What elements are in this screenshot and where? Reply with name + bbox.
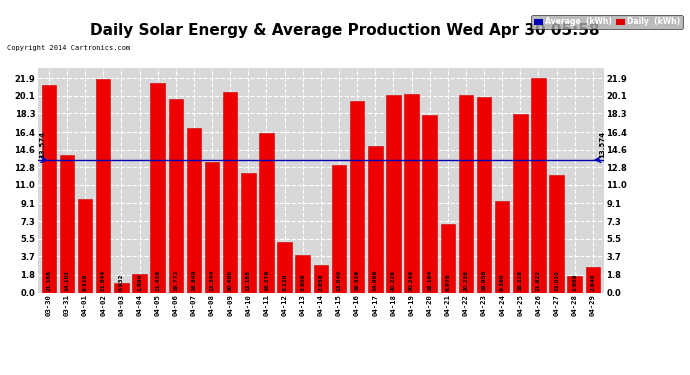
Bar	[223, 92, 237, 292]
Bar	[132, 274, 147, 292]
Bar	[368, 146, 382, 292]
Bar	[567, 276, 582, 292]
Text: 0.932: 0.932	[119, 274, 124, 291]
Text: Daily Solar Energy & Average Production Wed Apr 30 05:58: Daily Solar Energy & Average Production …	[90, 22, 600, 38]
Text: Copyright 2014 Cartronics.com: Copyright 2014 Cartronics.com	[7, 45, 130, 51]
Bar	[459, 94, 473, 292]
Text: 20.480: 20.480	[228, 270, 233, 291]
Bar	[295, 255, 310, 292]
Text: 2.640: 2.640	[591, 274, 595, 291]
Bar	[404, 94, 419, 292]
Text: 9.360: 9.360	[500, 273, 504, 291]
Text: 19.956: 19.956	[482, 270, 486, 291]
Bar	[313, 264, 328, 292]
Text: 13.574: 13.574	[599, 131, 605, 158]
Text: 13.040: 13.040	[337, 270, 342, 291]
Bar	[531, 78, 546, 292]
Text: 12.188: 12.188	[246, 270, 250, 291]
Bar	[350, 102, 364, 292]
Bar	[477, 97, 491, 292]
Text: 21.188: 21.188	[46, 270, 51, 291]
Text: 18.228: 18.228	[518, 270, 523, 291]
Text: 20.236: 20.236	[464, 270, 469, 291]
Legend: Average  (kWh), Daily  (kWh): Average (kWh), Daily (kWh)	[531, 15, 682, 28]
Text: 1.668: 1.668	[572, 273, 578, 291]
Text: 13.344: 13.344	[210, 270, 215, 291]
Bar	[586, 267, 600, 292]
Bar	[259, 133, 274, 292]
Bar	[205, 162, 219, 292]
Bar	[386, 94, 401, 292]
Bar	[187, 128, 201, 292]
Text: 9.518: 9.518	[83, 273, 88, 291]
Text: 16.848: 16.848	[191, 270, 197, 291]
Bar	[332, 165, 346, 292]
Bar	[549, 175, 564, 292]
Text: 6.976: 6.976	[445, 273, 451, 291]
Text: 21.438: 21.438	[155, 270, 160, 291]
Bar	[495, 201, 509, 292]
Bar	[422, 114, 437, 292]
Text: 1.890: 1.890	[137, 274, 142, 291]
Text: 21.844: 21.844	[101, 270, 106, 291]
Text: 14.102: 14.102	[64, 270, 70, 291]
Text: 21.922: 21.922	[536, 270, 541, 291]
Bar	[78, 200, 92, 292]
Text: 2.858: 2.858	[318, 273, 324, 291]
Bar	[96, 79, 110, 292]
Text: 20.226: 20.226	[391, 270, 396, 291]
Text: 20.246: 20.246	[409, 270, 414, 291]
Bar	[168, 99, 183, 292]
Text: 12.010: 12.010	[554, 270, 559, 291]
Text: 14.966: 14.966	[373, 270, 377, 291]
Text: 16.276: 16.276	[264, 270, 269, 291]
Bar	[277, 242, 292, 292]
Bar	[41, 85, 56, 292]
Bar	[114, 284, 128, 292]
Text: 18.194: 18.194	[427, 270, 432, 291]
Text: 19.528: 19.528	[355, 270, 359, 291]
Bar	[150, 83, 165, 292]
Text: 3.806: 3.806	[300, 273, 305, 291]
Bar	[241, 173, 255, 292]
Text: 19.772: 19.772	[173, 270, 178, 291]
Text: 13.574: 13.574	[39, 131, 46, 158]
Text: 5.120: 5.120	[282, 274, 287, 291]
Bar	[60, 154, 75, 292]
Bar	[513, 114, 528, 292]
Bar	[440, 224, 455, 292]
